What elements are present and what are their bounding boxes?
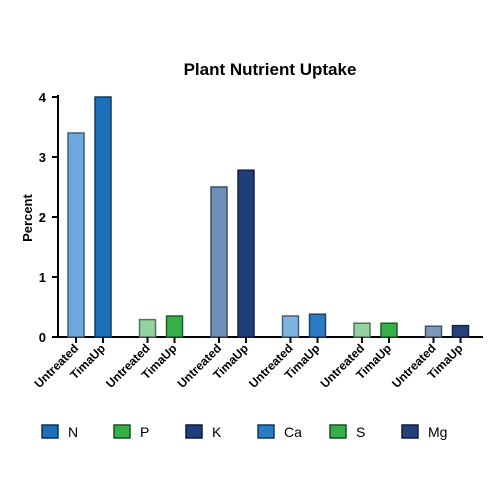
legend-swatch-k [185,424,203,439]
bar-k-untreated [210,186,228,338]
bar-s-untreated [353,322,371,338]
legend-label-ca: Ca [284,424,302,440]
legend-label-mg: Mg [428,424,447,440]
bar-n-untreated [67,132,85,338]
plot-area: 01234UntreatedTimaUpUntreatedTimaUpUntre… [32,90,483,391]
bar-n-timaup [94,96,112,338]
bar-k-timaup [237,169,255,338]
legend-label-k: K [212,424,222,440]
bar-p-timaup [165,315,184,338]
legend-swatch-n [41,424,59,439]
bar-s-timaup [380,322,398,338]
bar-mg-untreated [424,325,443,338]
bar-ca-timaup [308,313,327,338]
bar-p-untreated [138,318,157,338]
legend: N P K Ca S Mg [41,424,447,440]
y-tick-label: 1 [39,270,46,285]
legend-swatch-s [329,424,347,439]
legend-label-p: P [140,424,149,440]
y-tick-label: 0 [39,330,46,345]
legend-swatch-p [113,424,131,439]
y-tick-label: 4 [39,90,47,105]
y-tick-label: 3 [39,150,46,165]
legend-swatch-mg [401,424,419,439]
bar-ca-untreated [281,315,300,338]
y-tick-label: 2 [39,210,46,225]
chart-title: Plant Nutrient Uptake [184,60,357,79]
legend-label-s: S [356,424,365,440]
bar-mg-timaup [451,324,470,338]
y-axis-label: Percent [20,193,35,241]
legend-label-n: N [68,424,78,440]
legend-swatch-ca [257,424,275,439]
